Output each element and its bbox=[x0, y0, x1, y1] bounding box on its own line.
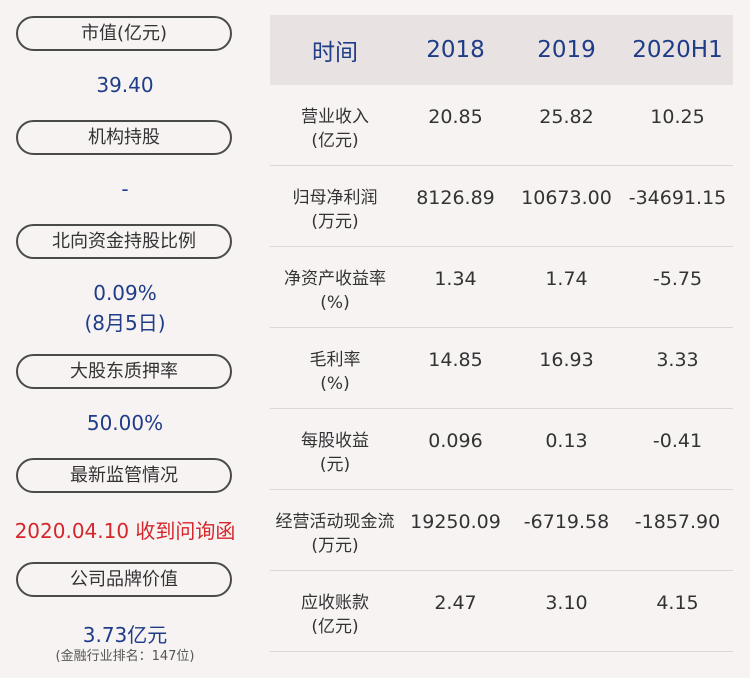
northbound-ratio-date: (8月5日) bbox=[84, 311, 166, 335]
cell-2018: 8126.89 bbox=[416, 187, 495, 209]
row-label: 毛利率 (%) bbox=[309, 350, 361, 394]
table-row: 经营活动现金流 (万元) 19250.09 -6719.58 -1857.90 bbox=[270, 490, 733, 571]
market-cap-label: 市值(亿元) bbox=[16, 16, 232, 51]
cell-2018: 1.34 bbox=[434, 268, 477, 290]
cell-2019: 1.74 bbox=[545, 268, 588, 290]
cell-2018: 20.85 bbox=[428, 106, 483, 128]
brand-value-label: 公司品牌价值 bbox=[16, 562, 232, 597]
regulatory-status-label: 最新监管情况 bbox=[16, 458, 232, 493]
northbound-ratio-value: 0.09% bbox=[93, 281, 157, 305]
cell-2018: 0.096 bbox=[428, 430, 483, 452]
row-label: 每股收益 (元) bbox=[301, 431, 369, 475]
row-label: 营业收入 (亿元) bbox=[301, 107, 369, 151]
cell-2019: 0.13 bbox=[545, 430, 588, 452]
pledge-rate-value: 50.00% bbox=[86, 411, 164, 435]
cell-2019: 10673.00 bbox=[521, 187, 612, 209]
table-row: 应收账款 (亿元) 2.47 3.10 4.15 bbox=[270, 571, 733, 652]
cell-2019: -6719.58 bbox=[523, 511, 610, 533]
pledge-rate-label: 大股东质押率 bbox=[16, 354, 232, 389]
cell-2020h1: 3.33 bbox=[656, 349, 699, 371]
header-2019: 2019 bbox=[537, 37, 596, 63]
table-row: 营业收入 (亿元) 20.85 25.82 10.25 bbox=[270, 85, 733, 166]
table-row: 净资产收益率 (%) 1.34 1.74 -5.75 bbox=[270, 247, 733, 328]
cell-2018: 14.85 bbox=[428, 349, 483, 371]
cell-2020h1: -5.75 bbox=[652, 268, 703, 290]
cell-2019: 16.93 bbox=[539, 349, 594, 371]
table-row: 每股收益 (元) 0.096 0.13 -0.41 bbox=[270, 409, 733, 490]
row-label: 归母净利润 (万元) bbox=[292, 188, 378, 232]
table-row: 归母净利润 (万元) 8126.89 10673.00 -34691.15 bbox=[270, 166, 733, 247]
cell-2020h1: 4.15 bbox=[656, 592, 699, 614]
stock-summary-panel: 市值(亿元) 39.40 机构持股 - 北向资金持股比例 0.09% (8月5日… bbox=[0, 0, 250, 678]
cell-2020h1: 10.25 bbox=[650, 106, 705, 128]
cell-2018: 2.47 bbox=[434, 592, 477, 614]
northbound-ratio-label: 北向资金持股比例 bbox=[16, 224, 232, 259]
brand-value-value: 3.73亿元 bbox=[82, 623, 168, 647]
cell-2019: 3.10 bbox=[545, 592, 588, 614]
brand-value-rank-note: (金融行业排名：147位) bbox=[55, 649, 195, 664]
regulatory-status-value: 2020.04.10 收到问询函 bbox=[14, 519, 236, 543]
header-2018: 2018 bbox=[426, 37, 485, 63]
financial-table: 时间 2018 2019 2020H1 营业收入 (亿元) 20.85 25.82… bbox=[270, 15, 733, 652]
institutional-holding-label: 机构持股 bbox=[16, 120, 232, 155]
cell-2020h1: -1857.90 bbox=[634, 511, 721, 533]
row-label: 应收账款 (亿元) bbox=[301, 593, 369, 637]
row-label: 经营活动现金流 (万元) bbox=[275, 512, 395, 556]
header-2020h1: 2020H1 bbox=[632, 37, 723, 63]
institutional-holding-value: - bbox=[121, 177, 129, 201]
table-row: 毛利率 (%) 14.85 16.93 3.33 bbox=[270, 328, 733, 409]
cell-2018: 19250.09 bbox=[410, 511, 501, 533]
row-label: 净资产收益率 (%) bbox=[284, 269, 386, 313]
header-period: 时间 bbox=[312, 40, 358, 66]
cell-2020h1: -0.41 bbox=[652, 430, 703, 452]
cell-2020h1: -34691.15 bbox=[628, 187, 727, 209]
market-cap-value: 39.40 bbox=[96, 73, 154, 97]
cell-2019: 25.82 bbox=[539, 106, 594, 128]
table-header-row: 时间 2018 2019 2020H1 bbox=[270, 15, 733, 85]
